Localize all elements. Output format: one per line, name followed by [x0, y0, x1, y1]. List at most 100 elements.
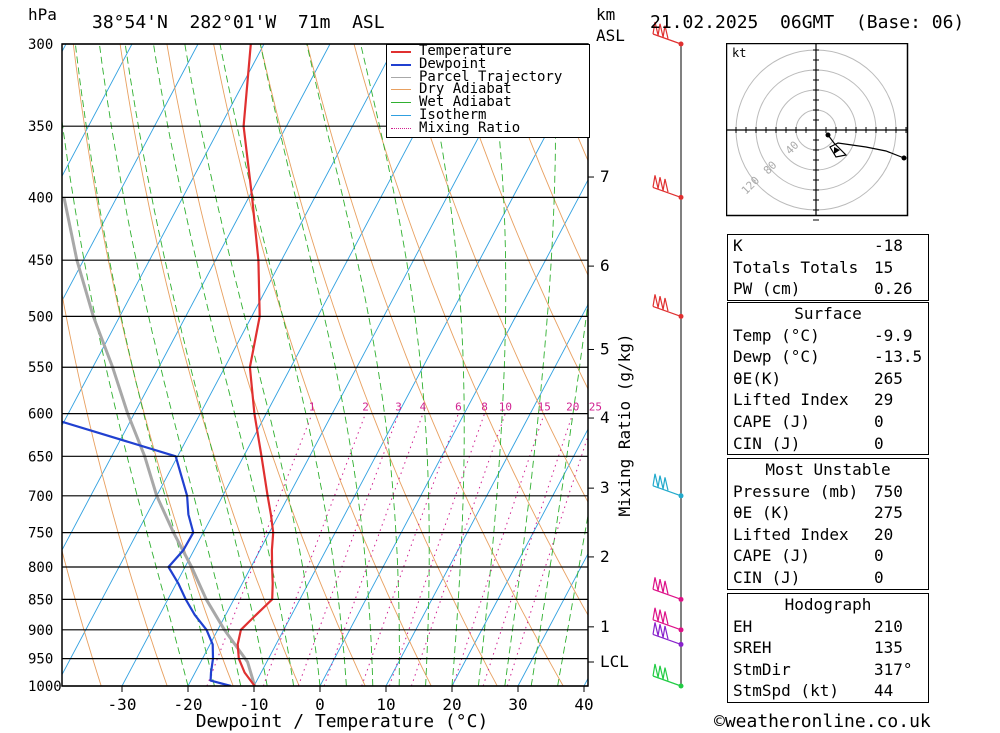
wet-adiabat-line [98, 44, 242, 686]
wind-barb-flag [662, 625, 669, 640]
dry-adiabat-line [493, 44, 588, 277]
height-tick-label: 3 [600, 478, 610, 497]
legend-entry: Dewpoint [387, 57, 589, 71]
pressure-tick-label: 650 [28, 449, 53, 465]
legend-swatch [391, 89, 411, 91]
mixing-ratio-line [297, 413, 400, 686]
hodograph-line [827, 134, 905, 159]
hodograph-param-row: EH 210 [728, 616, 928, 638]
legend-label: Mixing Ratio [419, 119, 521, 136]
wind-barb-flag [652, 294, 659, 308]
hodograph-param-label: StmDir [733, 659, 791, 679]
most-unstable-row: CIN (J) 0 [728, 567, 928, 589]
index-row: K -18 [728, 235, 928, 257]
wet-adiabat-line [360, 44, 430, 686]
mixing-ratio-label: 6 [455, 401, 462, 414]
most-unstable-row: CAPE (J) 0 [728, 545, 928, 567]
pressure-tick-label: 350 [28, 119, 53, 135]
pressure-tick-label: 300 [28, 37, 53, 53]
height-tick-label: 5 [600, 339, 610, 358]
surface-value: 0 [874, 433, 884, 453]
pressure-tick-label: 850 [28, 592, 53, 608]
pressure-tick-label: 600 [28, 407, 53, 423]
mixing-ratio-label: 10 [499, 401, 512, 414]
surface-value: 265 [874, 368, 903, 388]
surface-row: Temp (°C) -9.9 [728, 325, 928, 347]
hodograph-param-label: StmSpd (kt) [733, 681, 839, 701]
height-tick-label: LCL [600, 652, 629, 671]
mixing-ratio-line [452, 413, 545, 686]
most-unstable-label: CIN (J) [733, 567, 801, 587]
wet-adiabat-line [557, 512, 588, 686]
surface-value: 0 [874, 411, 884, 431]
wind-barb [652, 622, 684, 647]
surface-label: CIN (J) [733, 433, 801, 453]
mixing-ratio-line [388, 413, 486, 686]
isotherm-line [187, 44, 529, 686]
plot-frame [61, 43, 589, 687]
x-tick-label: 20 [442, 695, 461, 714]
x-tick-label: -20 [174, 695, 203, 714]
wet-adiabat-line [184, 44, 321, 686]
height-tick-label: 7 [600, 167, 610, 186]
legend-entry: Dry Adiabat [387, 83, 589, 96]
most-unstable-label: Lifted Index [733, 524, 849, 544]
surface-label: Lifted Index [733, 390, 849, 410]
surface-row: Dewp (°C) -13.5 [728, 346, 928, 368]
wind-barb-flag [657, 177, 664, 191]
mixing-ratio-line [506, 434, 588, 686]
wind-barb-flag [657, 579, 664, 593]
x-tick-label: 30 [508, 695, 527, 714]
legend-label: Isotherm [419, 106, 487, 123]
wind-barb-flag [652, 577, 659, 591]
wind-barb-flag [652, 21, 659, 36]
hodograph-trace [825, 132, 907, 161]
wind-barb [652, 21, 684, 47]
height-ref: ASL [596, 26, 625, 45]
x-tick-label: -10 [240, 695, 269, 714]
legend-entry: Mixing Ratio [387, 119, 589, 136]
most-unstable-label: Pressure (mb) [733, 481, 859, 501]
wind-barb-flag [662, 580, 669, 595]
wind-barb [652, 607, 684, 633]
isotherm-line [62, 44, 397, 676]
surface-value: -13.5 [874, 347, 923, 367]
dry-adiabat-line [72, 44, 234, 686]
legend-entry: Wet Adiabat [387, 95, 589, 109]
x-tick-label: 0 [315, 695, 325, 714]
pressure-unit: hPa [28, 5, 57, 24]
x-axis-label: Dewpoint / Temperature (°C) [196, 711, 489, 732]
wind-barb-flag [662, 667, 669, 681]
wind-barb-flag [657, 23, 664, 37]
index-row: Totals Totals 15 [728, 257, 928, 279]
dry-adiabat-line [166, 44, 366, 686]
surface-row: CIN (J) 0 [728, 433, 928, 455]
legend-entry: Temperature [387, 43, 589, 59]
legend: Temperature Dewpoint Parcel Trajectory Dry … [386, 44, 590, 138]
surface-label: Temp (°C) [733, 325, 820, 345]
pressure-tick-label: 700 [28, 489, 53, 505]
hodograph-param-row: SREH 135 [728, 637, 928, 659]
hodograph-unit: kt [732, 46, 746, 60]
surface-label: θE(K) [733, 368, 782, 388]
pressure-tick-label: 450 [28, 253, 53, 269]
pressure-tick-label: 500 [28, 309, 53, 325]
wind-barb-flag [652, 663, 659, 678]
hodograph-end-dot [901, 155, 907, 161]
location-title: 38°54'N 282°01'W 71m ASL [92, 12, 385, 33]
parcel-trajectory-line [62, 197, 257, 686]
wind-barb-flag [652, 622, 659, 636]
hodograph-param-value: 210 [874, 616, 903, 636]
wind-barb-flag [652, 473, 659, 487]
mixing-ratio-label: 1 [309, 401, 316, 414]
dry-adiabat-line [400, 44, 588, 504]
most-unstable-value: 275 [874, 503, 903, 523]
most-unstable-panel: Most Unstable Pressure (mb) 750 θE (K) 275 L… [727, 458, 929, 590]
pressure-tick-label: 550 [28, 360, 53, 376]
copyright-footer[interactable]: ©weatheronline.co.uk [714, 711, 931, 732]
most-unstable-value: 750 [874, 481, 903, 501]
legend-swatch [391, 127, 411, 129]
legend-label: Temperature [419, 43, 512, 59]
most-unstable-row: Pressure (mb) 750 [728, 481, 928, 503]
